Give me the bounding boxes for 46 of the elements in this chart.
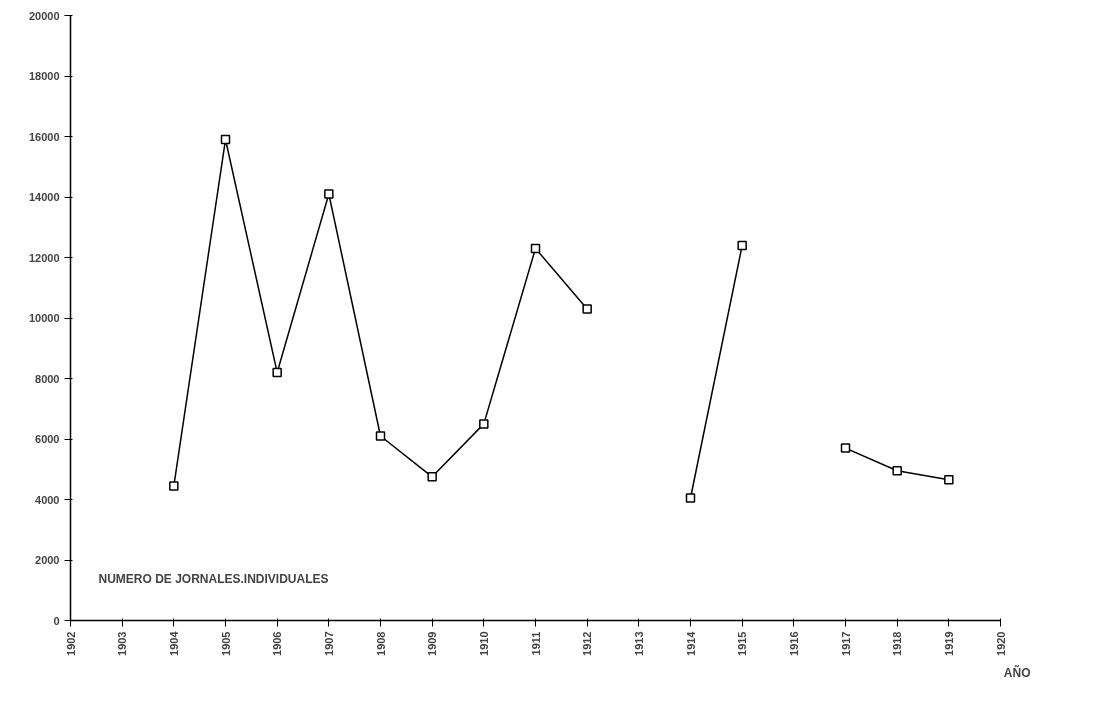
x-tick-label: 1918 <box>891 631 904 656</box>
point <box>272 367 282 378</box>
x-tick-label: 1916 <box>787 631 800 656</box>
x-tick-label: 1913 <box>632 631 645 656</box>
point <box>944 475 954 485</box>
y-tick-label: 20000 <box>28 9 60 22</box>
y-tick-label: 16000 <box>28 130 60 143</box>
x-tick-label: 1914 <box>684 630 697 656</box>
y-tick-label: 10000 <box>28 312 60 324</box>
point <box>530 243 541 254</box>
y-tick-label: 0 <box>53 614 60 627</box>
x-tick-label: 1907 <box>322 631 335 656</box>
y-tick-label: 2000 <box>35 554 60 566</box>
point <box>892 466 902 476</box>
x-tick-label: 1920 <box>994 631 1007 656</box>
y-tick-label: 8000 <box>35 372 60 385</box>
x-tick-label: 1906 <box>271 631 284 656</box>
x-tick-label: 1917 <box>839 631 852 656</box>
point <box>375 431 386 441</box>
y-tick-label: 18000 <box>28 70 60 82</box>
point <box>324 189 334 199</box>
x-axis-title: AÑO <box>1003 664 1031 680</box>
x-tick-label: 1904 <box>167 630 180 656</box>
x-tick-label: 1915 <box>736 631 749 656</box>
point <box>737 240 747 251</box>
y-tick-label: 14000 <box>28 191 60 203</box>
y-tick-label: 4000 <box>35 493 60 506</box>
y-tick-label: 12000 <box>28 251 60 264</box>
x-tick-label: 1919 <box>942 631 955 656</box>
x-tick-label: 1903 <box>116 631 129 656</box>
point <box>220 134 231 145</box>
annotation: NUMERO DE JORNALES.INDIVIDUALES <box>98 571 329 586</box>
point <box>427 472 437 482</box>
x-tick-label: 1910 <box>477 631 490 656</box>
x-tick-label: 1908 <box>374 631 387 656</box>
y-tick-label: 6000 <box>35 433 60 445</box>
point <box>582 304 592 314</box>
x-tick-label: 1911 <box>529 631 542 656</box>
x-tick-label: 1909 <box>426 631 439 656</box>
point <box>840 443 851 453</box>
x-tick-label: 1905 <box>219 631 232 656</box>
x-tick-label: 1902 <box>64 631 77 656</box>
point <box>169 481 179 491</box>
point <box>685 493 696 503</box>
point <box>479 419 489 429</box>
x-tick-label: 1912 <box>581 631 594 656</box>
